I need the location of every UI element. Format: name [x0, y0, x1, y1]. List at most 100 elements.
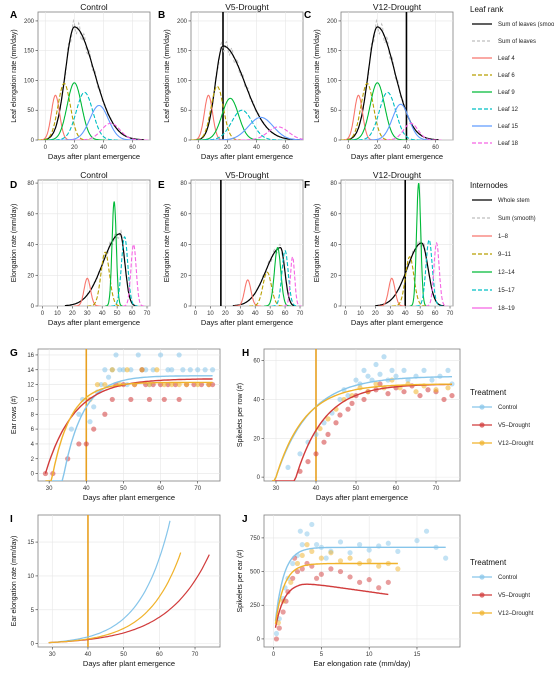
data-point-v12: [206, 381, 212, 388]
legend-item-label: Leaf 12: [498, 107, 519, 113]
data-point-v5: [285, 589, 291, 595]
y-tick-label: 40: [27, 243, 34, 249]
x-tick-label: 40: [83, 486, 90, 492]
y-tick-label: 100: [24, 78, 35, 84]
x-tick-label: 15: [414, 652, 421, 658]
data-point-control: [377, 371, 383, 377]
data-point-control: [299, 542, 305, 548]
y-tick-label: 200: [24, 19, 35, 25]
data-point-control: [79, 396, 86, 403]
series-leaf4: [38, 94, 73, 140]
data-point-v5: [328, 566, 334, 572]
data-point-control: [76, 411, 82, 417]
legend-title: Leaf rank: [470, 5, 504, 14]
x-axis-label: Days after plant emergence: [48, 152, 140, 161]
y-tick-label: 0: [31, 642, 35, 648]
x-axis-label: Days after plant emergence: [201, 152, 293, 161]
legend-item-label: Leaf 15: [498, 124, 519, 130]
y-tick-label: 8: [31, 412, 35, 418]
data-point-v5: [347, 574, 353, 580]
y-tick-label: 80: [330, 181, 337, 187]
y-tick-label: 150: [327, 49, 338, 55]
x-tick-label: 40: [100, 145, 107, 151]
data-point-v5: [305, 458, 311, 465]
y-tick-label: 100: [177, 78, 188, 84]
plot-content: [38, 18, 150, 140]
data-point-v12: [154, 367, 160, 373]
y-tick-label: 10: [27, 397, 34, 403]
data-point-v12: [347, 555, 353, 561]
fit-v12: [45, 381, 213, 481]
data-point-v5: [333, 420, 339, 426]
series-leaf15: [365, 103, 436, 140]
y-tick-label: 200: [177, 19, 188, 25]
data-point-v5: [441, 396, 447, 403]
legend-swatch-point: [479, 404, 485, 410]
plot-content: [375, 182, 448, 306]
data-point-control: [445, 367, 451, 373]
data-point-v12: [325, 416, 331, 422]
x-tick-label: 0: [44, 145, 48, 151]
legend-title: Treatment: [470, 558, 507, 567]
x-tick-label: 20: [222, 311, 229, 317]
y-tick-label: 60: [27, 212, 34, 218]
data-point-v12: [337, 558, 344, 564]
panel-I: 30 40 50 60 70 0 5 10 15 Days after plant emergen…: [11, 514, 221, 668]
data-point-v5: [191, 381, 197, 388]
x-tick-label: 30: [273, 486, 280, 492]
data-point-control: [365, 373, 371, 379]
y-tick-label: 40: [180, 243, 187, 249]
legend-swatch-point: [479, 574, 485, 580]
data-point-v12: [299, 552, 305, 559]
y-tick-label: 60: [253, 359, 260, 365]
series-leaf18: [425, 241, 448, 306]
legend-item-label: V12–Drought: [498, 441, 534, 447]
y-axis-label: Leaf elongation rate (mm/day): [11, 29, 18, 122]
panel-letter-G: G: [10, 348, 18, 359]
fit-v5: [274, 583, 389, 628]
data-point-v5: [325, 431, 331, 438]
x-tick-label: 70: [297, 311, 304, 317]
data-point-v12: [366, 558, 372, 564]
legend-treatment1: Treatment Control V5–Drought V12–Drought: [470, 388, 534, 447]
x-tick-label: 60: [393, 486, 400, 492]
plot-area: [263, 514, 461, 648]
x-tick-label: 40: [85, 652, 92, 658]
y-tick-label: 0: [257, 475, 261, 481]
series-total: [375, 242, 445, 306]
series-total: [198, 45, 301, 140]
data-point-v12: [176, 381, 182, 388]
x-axis-label: Days after plant emergence: [83, 493, 175, 502]
legend-item-label: 15–17: [498, 288, 515, 294]
y-tick-label: 100: [327, 78, 338, 84]
y-tick-label: 750: [250, 536, 261, 542]
series-total: [64, 233, 137, 306]
data-point-v5: [273, 636, 280, 642]
x-tick-label: 30: [237, 311, 244, 317]
x-tick-label: 20: [374, 145, 381, 151]
data-point-control: [297, 451, 303, 457]
data-point-control: [202, 367, 208, 373]
x-tick-label: 10: [207, 311, 214, 317]
data-point-v5: [102, 411, 108, 417]
panel-letter-C: C: [304, 10, 311, 21]
data-point-v5: [109, 396, 115, 403]
data-point-v5: [91, 426, 97, 432]
y-tick-label: 500: [250, 570, 261, 576]
panel-title: V5-Drought: [225, 2, 269, 12]
data-point-v12: [445, 385, 451, 391]
data-point-control: [117, 367, 123, 373]
x-tick-label: 60: [129, 311, 136, 317]
x-tick-label: 40: [313, 486, 320, 492]
y-tick-label: 150: [24, 49, 35, 55]
x-tick-label: 0: [41, 311, 45, 317]
data-point-control: [381, 354, 387, 360]
x-tick-label: 50: [353, 486, 360, 492]
plot-area: [340, 11, 454, 141]
data-point-v5: [337, 568, 344, 575]
legend-item-label: 9–11: [498, 252, 512, 258]
y-axis-label: Spikelets per row (#): [237, 383, 244, 447]
panel-J: 0 5 10 15 0 250 500 750 Ear elongation rate (mm/…: [237, 514, 461, 668]
series-leaf9: [43, 82, 105, 140]
